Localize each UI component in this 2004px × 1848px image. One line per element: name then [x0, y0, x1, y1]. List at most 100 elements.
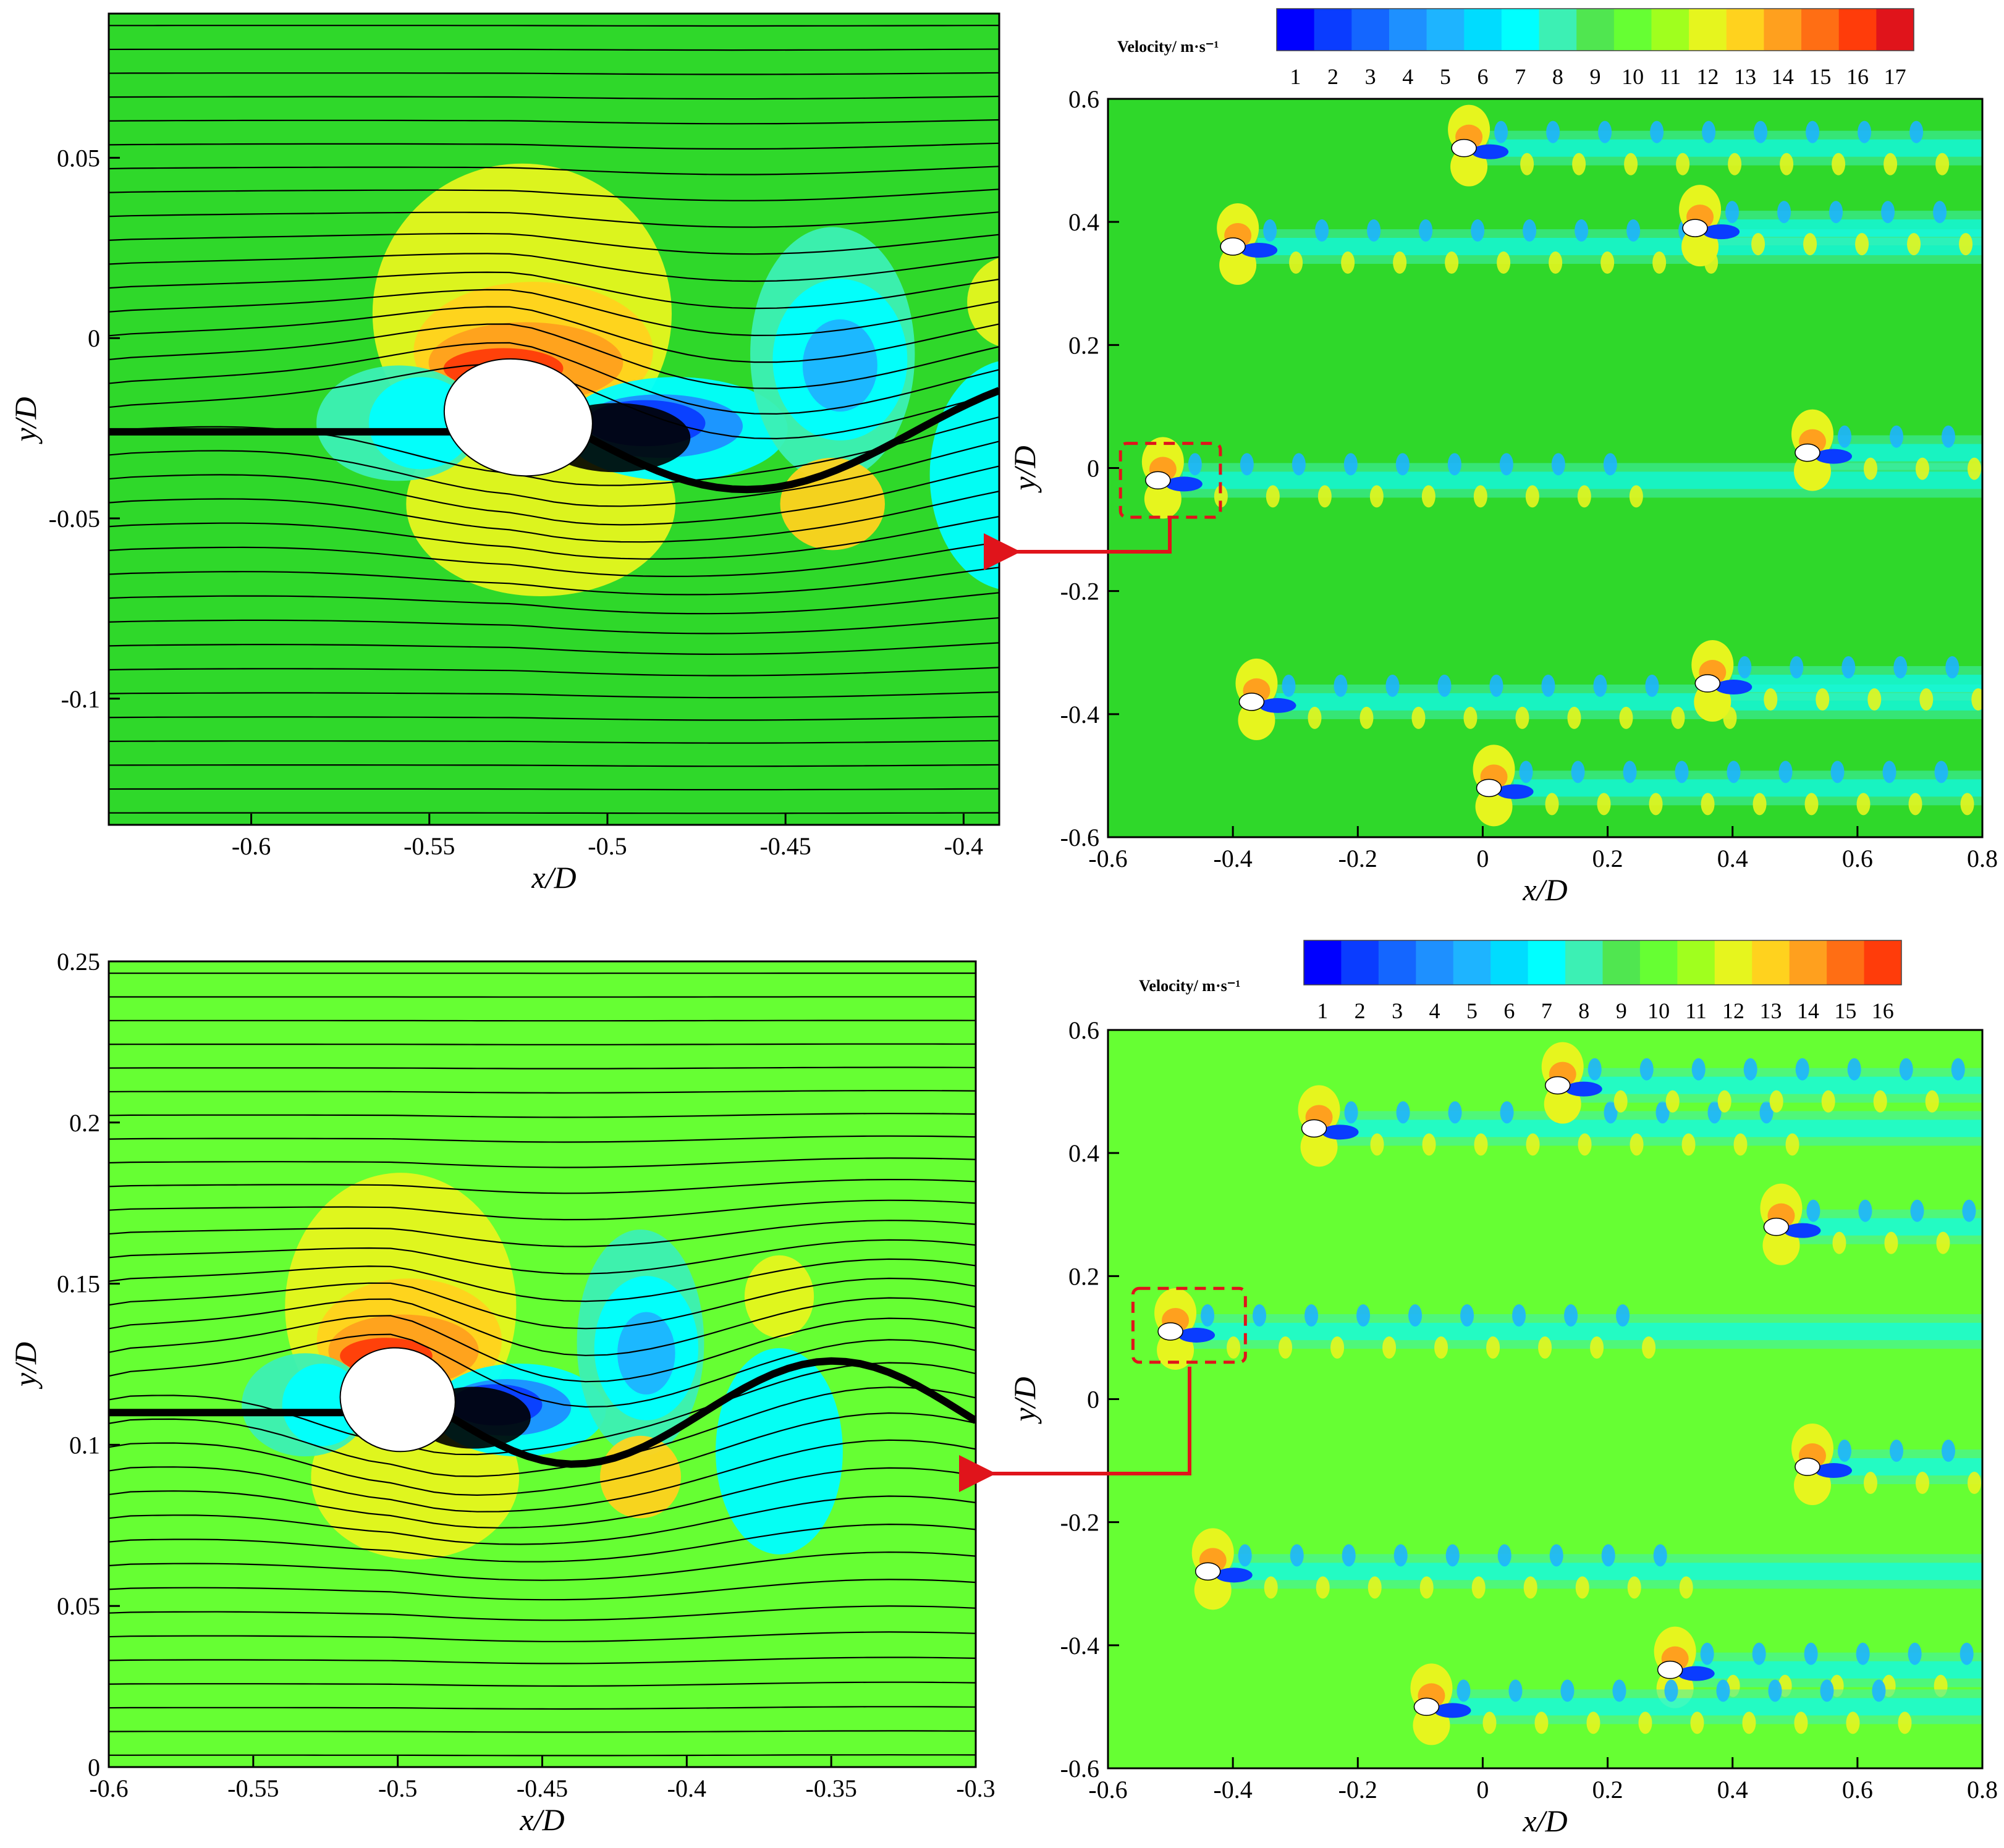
vortex-blob: [1832, 153, 1846, 175]
vortex-blob: [1240, 453, 1254, 476]
streamline: [109, 1135, 976, 1143]
vortex-blob: [1624, 153, 1638, 175]
contour-region: [802, 319, 877, 412]
x-tick-label: 0.6: [1842, 845, 1873, 872]
vortex-blob: [1494, 120, 1508, 143]
vortex-blob: [1642, 1336, 1656, 1359]
streamline: [109, 1277, 976, 1330]
vortex-blob: [1838, 425, 1851, 448]
vortex-blob: [1702, 120, 1716, 143]
vortex-blob: [1369, 485, 1384, 508]
x-axis-label: x/D: [531, 860, 576, 895]
streamline: [109, 1258, 976, 1302]
vortex-blob: [1526, 1133, 1540, 1156]
vortex-blob: [1855, 233, 1869, 256]
vortex-blob: [1846, 1711, 1860, 1734]
y-tick-label: -0.6: [1060, 824, 1099, 851]
colorbar-swatch: [1539, 9, 1577, 51]
connector-arrows: [959, 516, 1191, 1492]
vortex-blob: [1279, 1336, 1293, 1359]
y-tick-label: -0.2: [1060, 578, 1099, 605]
streamline: [109, 1178, 976, 1194]
vortex-blob: [1884, 153, 1898, 175]
vortex-blob: [1872, 1679, 1886, 1702]
vortex-blob: [1794, 1711, 1808, 1734]
colorbar-title: Velocity/ m·s⁻¹: [1139, 977, 1240, 995]
vortex-blob: [1523, 1576, 1537, 1599]
vortex-blob: [1593, 674, 1607, 697]
x-tick-label: 0.4: [1717, 1776, 1748, 1804]
streamline: [109, 1495, 976, 1545]
y-tick-label: 0.6: [1068, 85, 1099, 113]
wake-core: [1513, 779, 1982, 797]
colorbar-tick-label: 5: [1440, 64, 1451, 89]
solid-body: [1220, 237, 1246, 256]
streamline: [109, 306, 999, 363]
vortex-blob: [1341, 251, 1355, 274]
vortex-blob: [1951, 1058, 1965, 1081]
streamline: [109, 166, 999, 175]
x-tick-label: 0.2: [1592, 1776, 1623, 1804]
vortex-blob: [1486, 1336, 1500, 1359]
vortex-blob: [1652, 251, 1667, 274]
vortex-blob: [1575, 1576, 1589, 1599]
contour-region: [617, 1312, 675, 1395]
streamline: [109, 188, 999, 201]
streamline: [109, 740, 999, 744]
vortex-blob: [1253, 1304, 1267, 1327]
x-axis-label: x/D: [519, 1802, 564, 1837]
vortex-blob: [1368, 1576, 1382, 1599]
colorbar-tick-label: 2: [1355, 998, 1366, 1023]
vortex-blob: [1512, 1304, 1526, 1327]
colorbar-tick-label: 2: [1327, 64, 1338, 89]
vortex-blob: [1752, 793, 1767, 816]
y-tick-label: 0: [1087, 455, 1099, 483]
wake-core: [1195, 1322, 1982, 1340]
vortex-blob: [1317, 485, 1332, 508]
vortex-blob: [1882, 761, 1896, 783]
panel-bottom-right: -0.6 -0.4 -0.2 0 0.2 0.4 0.6 0.8 0.6 0.4 0.2 0 -0.2 -…: [1007, 940, 1998, 1838]
vortex-blob: [1821, 1090, 1835, 1113]
colorbar-tick-label: 17: [1884, 64, 1906, 89]
vortex-blob: [1626, 219, 1641, 242]
vortex-blob: [1471, 1576, 1486, 1599]
y-tick-label: 0.25: [57, 948, 100, 976]
streamline: [109, 764, 999, 767]
vortex-blob: [1523, 219, 1537, 242]
vortex-blob: [1691, 1058, 1706, 1081]
vortex-blob: [1645, 674, 1659, 697]
y-axis-label: y/D: [8, 1342, 43, 1390]
y-tick-label: 0.1: [69, 1431, 100, 1459]
vortex-blob: [1578, 1133, 1592, 1156]
colorbar-swatch: [1764, 9, 1802, 51]
vortex-blob: [1437, 674, 1452, 697]
colorbar-tick-label: 1: [1290, 64, 1301, 89]
plot-area: [109, 14, 999, 825]
vortex-blob: [1613, 1090, 1628, 1113]
colorbar-swatch: [1490, 940, 1529, 985]
vortex-blob: [1873, 1090, 1887, 1113]
vortex-blob: [1908, 793, 1922, 816]
colorbar-tick-label: 12: [1696, 64, 1719, 89]
x-tick-label: -0.4: [944, 832, 983, 860]
streamline: [109, 1656, 976, 1664]
vortex-blob: [1264, 1576, 1278, 1599]
colorbar-tick-label: 12: [1722, 998, 1744, 1023]
vortex-blob: [1742, 1711, 1756, 1734]
vortex-blob: [1650, 120, 1664, 143]
near-wake: [1165, 476, 1203, 492]
streamline: [109, 1706, 976, 1710]
streamline: [109, 1199, 976, 1221]
vortex-blob: [1546, 120, 1560, 143]
x-tick-label: -0.55: [404, 832, 455, 860]
vortex-blob: [1935, 153, 1950, 175]
vortex-blob: [1752, 1642, 1766, 1665]
wake-core: [1832, 444, 1982, 462]
solid-body: [1157, 1322, 1183, 1341]
vortex-blob: [1421, 485, 1435, 508]
solid-body: [1238, 693, 1265, 711]
colorbar-tick-label: 11: [1685, 998, 1707, 1023]
vortex-blob: [1655, 1101, 1670, 1124]
y-tick-label: -0.2: [1060, 1509, 1099, 1537]
vortex-blob: [1919, 688, 1934, 711]
